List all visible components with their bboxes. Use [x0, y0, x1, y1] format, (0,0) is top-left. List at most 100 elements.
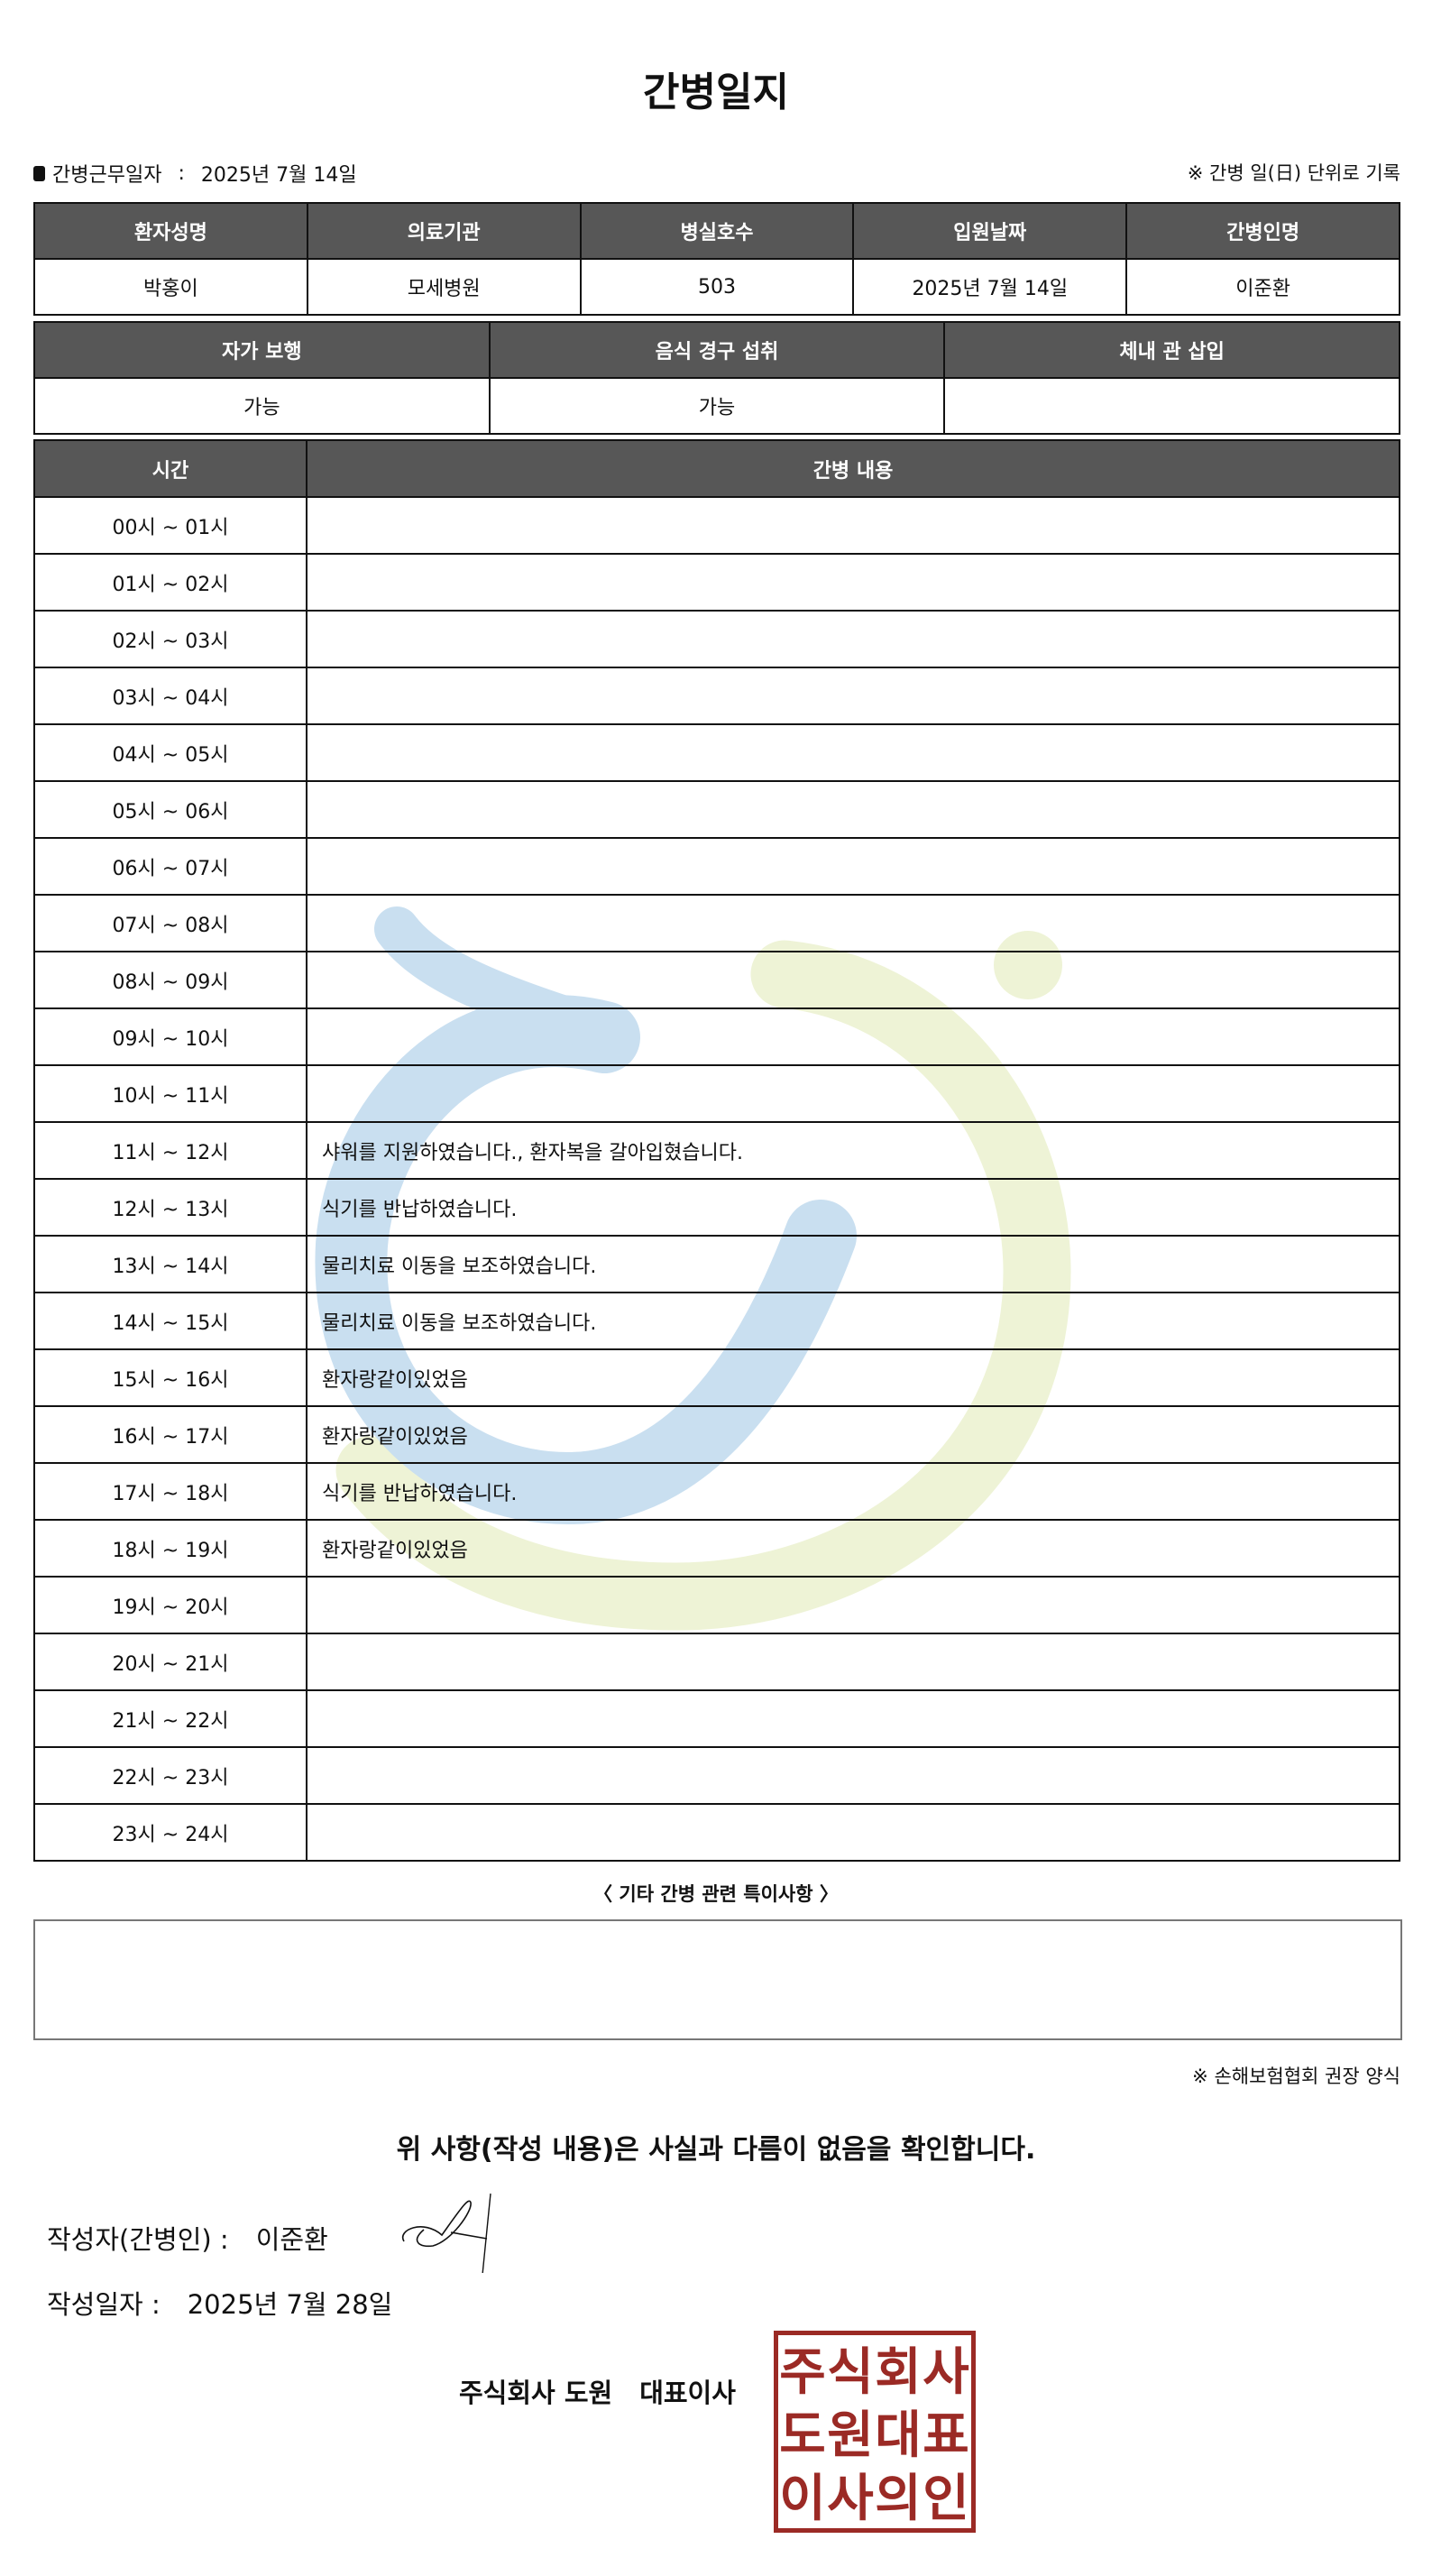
log-time: 00시 ~ 01시 — [33, 496, 308, 555]
seal-char: 원 — [827, 2406, 874, 2465]
seal-char: 도 — [779, 2406, 826, 2465]
confirmation-statement: 위 사항(작성 내용)은 사실과 다름이 없음을 확인합니다. — [396, 2134, 1036, 2166]
log-content[interactable]: 환자랑같이있었음 — [306, 1348, 1400, 1407]
header-admission-date: 입원날짜 — [852, 202, 1128, 260]
log-time: 22시 ~ 23시 — [33, 1746, 308, 1805]
log-content[interactable]: 물리치료 이동을 보조하였습니다. — [306, 1292, 1400, 1350]
page-title: 간병일지 — [643, 69, 789, 115]
log-time: 09시 ~ 10시 — [33, 1007, 308, 1066]
record-unit-note: ※ 간병 일(日) 단위로 기록 — [1187, 162, 1400, 184]
separator: : — [178, 161, 185, 185]
etc-notes-label: 〈 기타 간병 관련 특이사항 〉 — [593, 1883, 839, 1905]
header-patient-name: 환자성명 — [33, 202, 308, 260]
log-time: 21시 ~ 22시 — [33, 1689, 308, 1748]
log-content[interactable] — [306, 1803, 1400, 1862]
log-time: 02시 ~ 03시 — [33, 610, 308, 668]
seal-char: 식 — [827, 2343, 874, 2402]
log-row: 20시 ~ 21시 — [33, 1633, 1400, 1691]
log-content[interactable] — [306, 553, 1400, 612]
log-content[interactable] — [306, 894, 1400, 952]
log-time: 17시 ~ 18시 — [33, 1462, 308, 1521]
room-number: 503 — [579, 258, 855, 316]
patient-header-row: 환자성명 의료기관 병실호수 입원날짜 간병인명 — [33, 202, 1400, 260]
log-row: 23시 ~ 24시 — [33, 1803, 1400, 1862]
log-row: 22시 ~ 23시 — [33, 1746, 1400, 1805]
log-row: 06시 ~ 07시 — [33, 837, 1400, 896]
log-row: 00시 ~ 01시 — [33, 496, 1400, 555]
association-note: ※ 손해보험협회 권장 양식 — [1192, 2065, 1400, 2087]
log-content[interactable] — [306, 1576, 1400, 1634]
log-content[interactable] — [306, 496, 1400, 555]
work-date-line: 간병근무일자 : 2025년 7월 14일 — [33, 159, 357, 188]
log-row: 03시 ~ 04시 — [33, 667, 1400, 725]
header-caregiver: 간병인명 — [1125, 202, 1400, 260]
log-row: 15시 ~ 16시 환자랑같이있었음 — [33, 1348, 1400, 1407]
log-content[interactable]: 물리치료 이동을 보조하였습니다. — [306, 1235, 1400, 1293]
seal-char: 사 — [923, 2343, 969, 2402]
log-row: 09시 ~ 10시 — [33, 1007, 1400, 1066]
company-name: 주식회사 도원 — [459, 2378, 613, 2408]
seal-char: 인 — [923, 2470, 969, 2528]
log-content[interactable] — [306, 723, 1400, 782]
caregiver-name: 이준환 — [1125, 258, 1400, 316]
log-content[interactable] — [306, 780, 1400, 839]
header-time: 시간 — [33, 439, 308, 498]
log-time: 11시 ~ 12시 — [33, 1121, 308, 1180]
written-date-line: 작성일자 : 2025년 7월 28일 — [47, 2284, 392, 2322]
log-row: 16시 ~ 17시 환자랑같이있었음 — [33, 1405, 1400, 1464]
log-row: 11시 ~ 12시 샤워를 지원하였습니다., 환자복을 갈아입혔습니다. — [33, 1121, 1400, 1180]
log-content[interactable] — [306, 837, 1400, 896]
log-time: 12시 ~ 13시 — [33, 1178, 308, 1237]
log-row: 08시 ~ 09시 — [33, 951, 1400, 1009]
log-content[interactable] — [306, 951, 1400, 1009]
status-header-row: 자가 보행 음식 경구 섭취 체내 관 삽입 — [33, 321, 1400, 379]
log-content[interactable]: 샤워를 지원하였습니다., 환자복을 갈아입혔습니다. — [306, 1121, 1400, 1180]
log-time: 16시 ~ 17시 — [33, 1405, 308, 1464]
header-walking: 자가 보행 — [33, 321, 491, 379]
log-content[interactable]: 식기를 반납하였습니다. — [306, 1178, 1400, 1237]
log-time: 14시 ~ 15시 — [33, 1292, 308, 1350]
patient-table: 환자성명 의료기관 병실호수 입원날짜 간병인명 박홍이 모세병원 503 20… — [33, 202, 1400, 316]
log-content[interactable] — [306, 610, 1400, 668]
status-value-row: 가능 가능 — [33, 377, 1400, 435]
log-row: 21시 ~ 22시 — [33, 1689, 1400, 1748]
log-content[interactable] — [306, 1633, 1400, 1691]
log-row: 01시 ~ 02시 — [33, 553, 1400, 612]
writer-label: 작성자(간병인) : — [47, 2224, 229, 2255]
log-row: 10시 ~ 11시 — [33, 1064, 1400, 1123]
seal-char: 의 — [875, 2470, 922, 2528]
company-line: 주식회사 도원 대표이사 — [459, 2372, 736, 2410]
log-row: 19시 ~ 20시 — [33, 1576, 1400, 1634]
patient-name: 박홍이 — [33, 258, 308, 316]
seal-char: 회 — [875, 2343, 922, 2402]
log-time: 08시 ~ 09시 — [33, 951, 308, 1009]
log-time: 05시 ~ 06시 — [33, 780, 308, 839]
log-row: 14시 ~ 15시 물리치료 이동을 보조하였습니다. — [33, 1292, 1400, 1350]
log-row: 04시 ~ 05시 — [33, 723, 1400, 782]
header-content: 간병 내용 — [306, 439, 1400, 498]
written-date-value: 2025년 7월 28일 — [187, 2289, 393, 2320]
walking-value: 가능 — [33, 377, 491, 435]
log-content[interactable]: 환자랑같이있었음 — [306, 1519, 1400, 1578]
log-content[interactable] — [306, 1746, 1400, 1805]
oral-intake-value: 가능 — [488, 377, 946, 435]
log-time: 20시 ~ 21시 — [33, 1633, 308, 1691]
writer-name: 이준환 — [255, 2224, 328, 2255]
work-date-value: 2025년 7월 14일 — [200, 164, 357, 187]
log-content[interactable]: 환자랑같이있었음 — [306, 1405, 1400, 1464]
log-content[interactable] — [306, 1064, 1400, 1123]
log-time: 03시 ~ 04시 — [33, 667, 308, 725]
header-oral-intake: 음식 경구 섭취 — [488, 321, 946, 379]
hospital: 모세병원 — [306, 258, 582, 316]
log-time: 04시 ~ 05시 — [33, 723, 308, 782]
log-content[interactable] — [306, 1689, 1400, 1748]
log-content[interactable]: 식기를 반납하였습니다. — [306, 1462, 1400, 1521]
log-content[interactable] — [306, 667, 1400, 725]
log-time: 18시 ~ 19시 — [33, 1519, 308, 1578]
etc-notes-box[interactable] — [33, 1919, 1402, 2040]
log-content[interactable] — [306, 1007, 1400, 1066]
log-row: 17시 ~ 18시 식기를 반납하였습니다. — [33, 1462, 1400, 1521]
log-time: 10시 ~ 11시 — [33, 1064, 308, 1123]
patient-value-row: 박홍이 모세병원 503 2025년 7월 14일 이준환 — [33, 258, 1400, 316]
